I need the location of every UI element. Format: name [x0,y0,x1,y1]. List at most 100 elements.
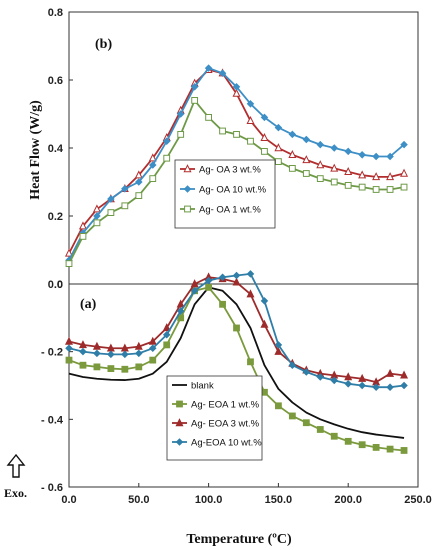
b-data-point [232,88,241,97]
b-data-point [233,131,240,138]
a-data-point [190,287,199,295]
b-data-point [260,113,269,122]
a-data-point [330,432,338,440]
a-data-point [302,419,310,427]
b-data-point [176,110,185,118]
b-data-point [148,153,157,162]
b-data-point [274,123,283,132]
b-data-point [330,144,339,152]
x-tick-label: 0.0 [61,494,76,506]
a-data-point [93,349,101,358]
a-data-point [219,300,226,308]
y-axis-title: Heat Flow (W/g) [28,100,43,200]
a-series-line [68,286,405,439]
b-data-point [288,130,297,139]
a-data-point [302,368,311,376]
a-legend-marker [176,400,183,408]
a-legend-entry: Ag- EOA 3 wt.% [172,418,260,430]
b-data-point [93,219,101,227]
b-data-point [400,183,408,191]
a-legend-label: Ag-EOA 10 wt.% [191,438,262,449]
a-data-point [386,383,394,391]
a-data-point [107,365,115,372]
b-data-point [358,183,366,191]
a-data-point [121,365,129,373]
b-data-point [177,131,185,138]
a-data-point [316,426,324,433]
y-tick-label-a: - 0.6 [41,482,63,494]
a-data-point [79,347,87,356]
panel-label-b: (b) [95,37,112,52]
a-data-point [344,372,353,381]
a-data-point [93,363,101,371]
a-data-point [372,383,380,391]
a-data-point [372,444,380,451]
b-data-point [288,149,297,158]
a-data-point [64,336,74,345]
panel-label-a: (a) [80,297,97,312]
b-data-point [400,140,408,149]
a-data-point [358,373,367,382]
b-data-point [330,163,339,172]
a-legend-marker [175,418,184,427]
b-data-point [274,143,283,152]
b-data-point [205,114,212,121]
a-data-point [288,361,297,369]
b-data-point [135,178,143,186]
a-data-point [162,330,171,339]
a-legend-entry: blank [172,381,214,392]
a-data-point [246,289,255,298]
b-data-point [261,148,268,155]
a-data-point [400,447,408,454]
b-data-point [65,260,73,268]
a-series-3 [65,270,408,391]
x-axis-title: Temperature (ºC) [186,532,292,547]
y-tick-label-b: 0.4 [48,143,64,155]
a-data-point [274,341,283,349]
a-data-point [232,271,241,280]
a-data-point [177,314,185,322]
b-data-point [219,127,226,135]
b-legend-entry: Ag- OA 10 wt.% [180,185,267,196]
b-data-point [247,137,254,145]
y-tick-label-a: 0.0 [48,279,63,291]
b-data-point [372,152,380,161]
b-data-point [121,185,129,193]
a-data-point [190,279,199,288]
a-data-point [135,363,143,371]
b-data-point [386,186,394,193]
a-data-point [344,437,352,445]
b-data-point [107,209,115,216]
y-tick-label-a: - 0.4 [41,414,64,426]
b-data-point [316,175,324,182]
a-data-point [232,277,241,286]
a-data-point [135,349,143,358]
b-data-point [107,195,115,203]
a-data-point [288,412,296,420]
y-tick-label-a: - 0.2 [41,347,63,359]
a-data-point [65,344,73,353]
b-data-point [358,151,366,159]
b-data-point [246,100,255,108]
b-legend-box [174,159,276,229]
b-data-point [302,135,311,144]
a-data-point [260,319,269,328]
a-data-point [233,324,240,332]
a-data-point [205,283,212,291]
b-data-point [149,175,157,182]
a-data-point [65,356,73,364]
a-data-point [260,297,269,305]
y-tick-label-b: 0.6 [48,75,63,87]
a-data-point [149,356,157,364]
a-legend-box [166,375,263,461]
b-data-point [190,83,199,91]
a-data-point [134,341,143,350]
a-legend-entry: Ag-EOA 10 wt.% [172,438,262,449]
b-data-point [302,170,310,177]
b-data-point [288,165,296,172]
y-tick-label-b: 0.2 [48,211,63,223]
a-data-point [121,350,129,359]
a-data-point [247,358,254,366]
b-data-point [260,132,269,141]
